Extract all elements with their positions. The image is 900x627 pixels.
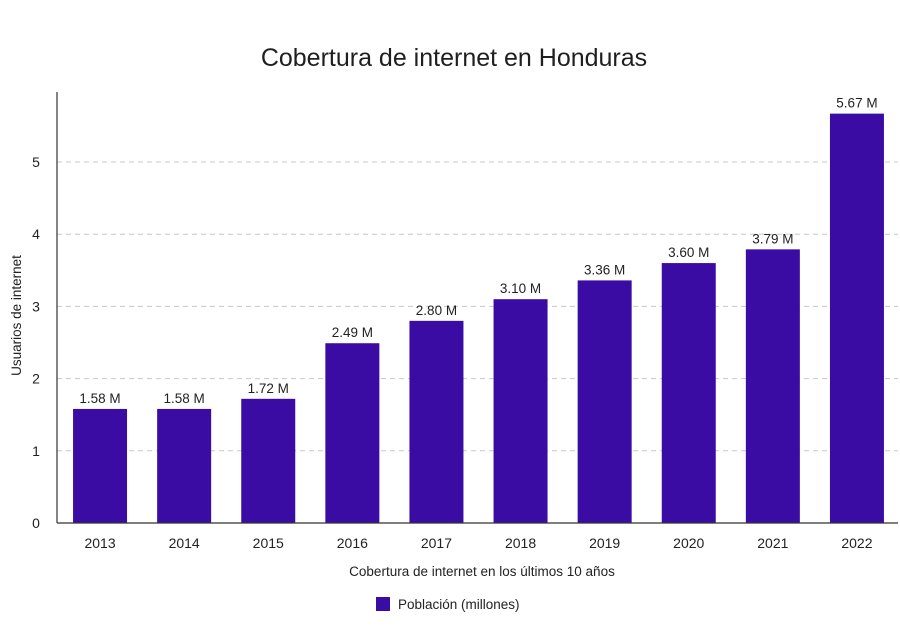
data-label: 3.79 M <box>752 231 793 246</box>
bar-2019[interactable] <box>577 280 632 523</box>
data-label: 2.49 M <box>332 325 373 340</box>
bar-2022[interactable] <box>829 113 884 523</box>
y-tick-label: 3 <box>32 298 40 314</box>
y-tick-label: 1 <box>32 443 40 459</box>
data-label: 1.72 M <box>248 381 289 396</box>
legend-label[interactable]: Población (millones) <box>398 597 520 612</box>
y-tick-label: 2 <box>32 371 40 387</box>
data-label: 1.58 M <box>164 391 205 406</box>
bars <box>73 113 884 523</box>
data-label: 2.80 M <box>416 303 457 318</box>
data-label: 3.60 M <box>668 245 709 260</box>
x-tick-label: 2016 <box>337 535 368 551</box>
data-label: 5.67 M <box>836 96 877 111</box>
bar-2017[interactable] <box>409 320 464 523</box>
x-tick-label: 2021 <box>757 535 788 551</box>
x-tick-label: 2020 <box>673 535 704 551</box>
bar-2015[interactable] <box>241 398 296 523</box>
data-label: 3.36 M <box>584 262 625 277</box>
x-tick-label: 2019 <box>589 535 620 551</box>
y-tick-label: 0 <box>32 515 40 531</box>
bar-2016[interactable] <box>325 343 380 523</box>
x-axis-title: Cobertura de internet en los últimos 10 … <box>349 564 615 579</box>
x-tick-label: 2018 <box>505 535 536 551</box>
legend[interactable]: Población (millones) <box>376 597 520 612</box>
bar-2021[interactable] <box>745 249 800 523</box>
chart-title: Cobertura de internet en Honduras <box>261 44 647 72</box>
y-tick-label: 4 <box>32 226 40 242</box>
bar-2020[interactable] <box>661 263 716 523</box>
bar-2018[interactable] <box>493 299 548 523</box>
x-tick-label: 2022 <box>841 535 872 551</box>
legend-swatch[interactable] <box>376 597 390 611</box>
x-tick-label: 2017 <box>421 535 452 551</box>
y-axis-ticks: 0 1 2 3 4 5 <box>32 154 40 531</box>
data-label: 1.58 M <box>79 391 120 406</box>
x-axis-ticks: 2013 2014 2015 2016 2017 2018 2019 2020 2021 2022 <box>84 535 872 551</box>
data-label: 3.10 M <box>500 281 541 296</box>
y-axis-title: Usuarios de internet <box>9 255 24 376</box>
x-tick-label: 2015 <box>253 535 284 551</box>
data-labels: 1.58 M 1.58 M 1.72 M 2.49 M 2.80 M 3.10 M 3.36… <box>79 96 877 406</box>
x-tick-label: 2013 <box>84 535 115 551</box>
x-tick-label: 2014 <box>169 535 200 551</box>
bar-2013[interactable] <box>73 408 128 523</box>
y-tick-label: 5 <box>32 154 40 170</box>
bar-2014[interactable] <box>157 408 212 523</box>
